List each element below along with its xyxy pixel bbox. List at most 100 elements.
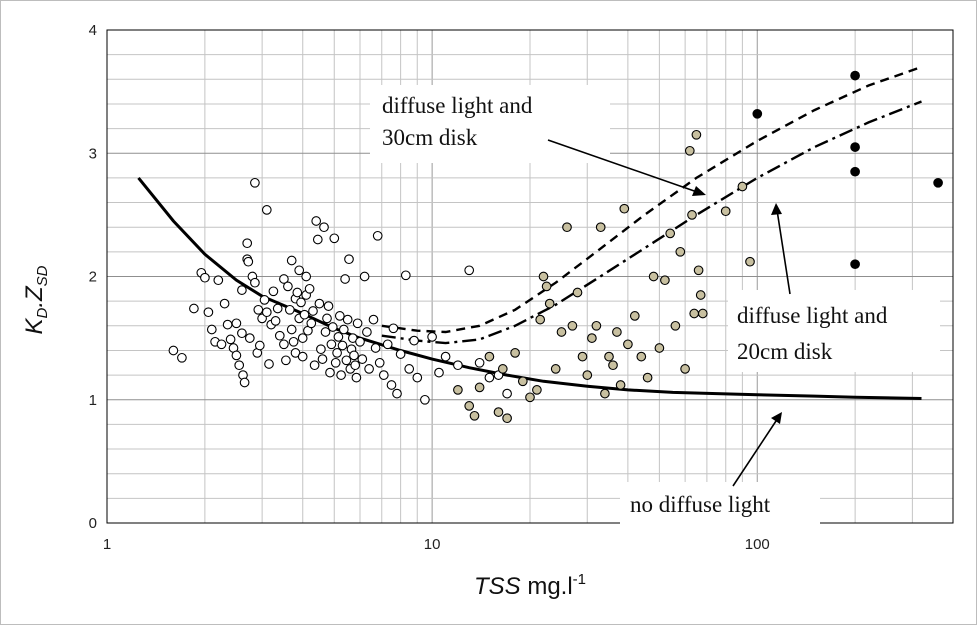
data-point-tan bbox=[720, 206, 731, 217]
data-point-open bbox=[329, 233, 340, 244]
x-tick-label: 10 bbox=[424, 536, 441, 553]
data-point-tan bbox=[502, 413, 512, 424]
data-point-open bbox=[378, 370, 389, 380]
data-point-open bbox=[332, 348, 342, 358]
data-point-open bbox=[281, 355, 291, 366]
y-axis-title-sub2: SD bbox=[34, 265, 51, 286]
data-point-open bbox=[200, 272, 210, 283]
data-point-tan bbox=[670, 320, 681, 331]
data-point-tan bbox=[493, 407, 504, 417]
data-point-tan bbox=[612, 327, 622, 337]
curves bbox=[137, 65, 922, 400]
data-point-open bbox=[327, 322, 338, 332]
y-tick-label: 4 bbox=[89, 22, 97, 39]
data-point-open bbox=[336, 370, 346, 380]
data-point-tan bbox=[687, 210, 697, 220]
data-point-open bbox=[270, 316, 281, 326]
data-point-open bbox=[286, 324, 297, 335]
annotation-30cm-line1: diffuse light and bbox=[382, 93, 533, 118]
data-point-open bbox=[222, 319, 233, 330]
y-tick-label: 0 bbox=[89, 515, 97, 532]
data-point-tan bbox=[691, 129, 702, 140]
data-point-open bbox=[344, 254, 354, 265]
y-axis-title-k: K bbox=[21, 318, 48, 335]
data-point-open bbox=[168, 345, 179, 356]
data-point-tan bbox=[532, 385, 542, 395]
annotation-20cm-line1: diffuse light and bbox=[737, 303, 888, 328]
data-point-open bbox=[364, 364, 374, 374]
data-point-open bbox=[319, 222, 329, 233]
data-point-open bbox=[330, 357, 341, 368]
data-point-open bbox=[372, 230, 383, 241]
data-points bbox=[168, 70, 943, 424]
data-point-open bbox=[254, 340, 265, 351]
data-point-open bbox=[268, 286, 279, 297]
data-point-open bbox=[292, 287, 303, 298]
data-point-open bbox=[334, 311, 345, 321]
data-point-tan bbox=[544, 298, 555, 309]
data-point-open bbox=[288, 336, 299, 347]
data-point-open bbox=[388, 323, 399, 334]
data-point-open bbox=[244, 333, 255, 343]
data-point-tan bbox=[693, 265, 704, 276]
data-point-tan bbox=[600, 388, 610, 399]
data-point-filled bbox=[752, 108, 763, 119]
data-point-tan bbox=[562, 222, 572, 233]
data-point-tan bbox=[615, 380, 626, 390]
data-point-open bbox=[357, 354, 368, 364]
x-tick-label: 1 bbox=[103, 536, 111, 553]
data-point-tan bbox=[608, 360, 618, 371]
data-point-open bbox=[294, 265, 305, 276]
data-point-open bbox=[351, 372, 362, 383]
data-point-tan bbox=[595, 222, 606, 233]
data-point-open bbox=[349, 350, 359, 361]
y-tick-label: 3 bbox=[89, 145, 97, 162]
data-point-open bbox=[231, 350, 242, 361]
data-point-open bbox=[259, 295, 270, 305]
data-point-open bbox=[412, 372, 423, 383]
x-axis-title-sup: -1 bbox=[573, 571, 586, 588]
data-point-open bbox=[301, 271, 312, 282]
curve-dashed bbox=[381, 65, 922, 334]
curve-dash-dot bbox=[381, 100, 922, 345]
data-point-open bbox=[264, 359, 274, 369]
data-point-tan bbox=[636, 351, 647, 362]
data-point-tan bbox=[695, 290, 706, 300]
data-point-tan bbox=[665, 228, 676, 239]
data-point-open bbox=[502, 388, 512, 399]
data-point-open bbox=[382, 339, 393, 350]
data-point-tan bbox=[629, 311, 640, 321]
data-point-open bbox=[464, 265, 475, 276]
data-point-open bbox=[250, 277, 260, 288]
data-point-tan bbox=[484, 351, 495, 362]
data-point-open bbox=[337, 340, 348, 351]
data-point-open bbox=[272, 303, 283, 314]
data-point-tan bbox=[675, 246, 686, 257]
data-point-open bbox=[440, 351, 451, 362]
data-point-tan bbox=[660, 275, 670, 286]
data-point-open bbox=[206, 324, 217, 335]
data-point-open bbox=[374, 357, 385, 368]
data-point-open bbox=[338, 324, 349, 335]
data-point-open bbox=[323, 301, 334, 311]
data-point-tan bbox=[591, 320, 602, 331]
data-point-tan bbox=[567, 320, 578, 331]
data-point-open bbox=[286, 255, 297, 266]
data-point-open bbox=[311, 216, 322, 226]
y-axis-title: KD.ZSD bbox=[21, 265, 51, 334]
data-point-open bbox=[341, 355, 352, 366]
data-point-tan bbox=[525, 392, 535, 403]
data-point-open bbox=[261, 307, 272, 318]
data-point-open bbox=[253, 304, 264, 315]
data-point-open bbox=[484, 372, 495, 383]
data-point-tan bbox=[550, 364, 561, 374]
data-point-tan bbox=[510, 348, 520, 358]
data-point-tan bbox=[689, 308, 700, 319]
data-point-open bbox=[474, 357, 485, 368]
data-point-tan bbox=[577, 351, 588, 362]
annotation-20cm-arrowhead bbox=[771, 203, 782, 215]
x-axis-title-unit: mg.l bbox=[521, 573, 573, 600]
data-point-tan bbox=[453, 385, 463, 395]
